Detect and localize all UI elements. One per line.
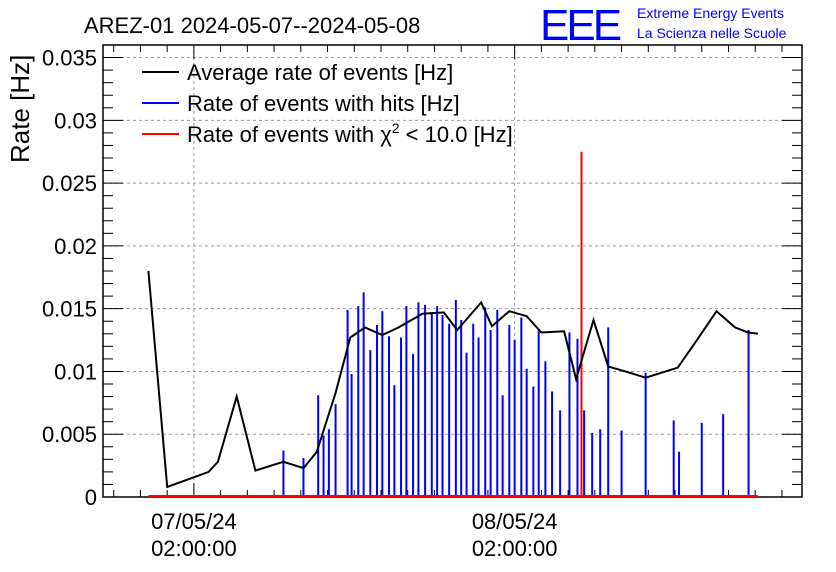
brand-line-1: Extreme Energy Events bbox=[637, 5, 784, 21]
legend: Average rate of events [Hz] Rate of even… bbox=[142, 60, 513, 147]
eee-logo: EEE bbox=[540, 1, 621, 50]
y-tick-label: 0.035 bbox=[42, 46, 97, 71]
legend-label-average: Average rate of events [Hz] bbox=[187, 60, 453, 85]
axis-ticks: 0 0.005 0.01 0.015 0.02 0.025 0.03 0.035 07/05/2… bbox=[42, 45, 802, 561]
y-tick-label: 0.03 bbox=[54, 108, 97, 133]
y-axis-label: Rate [Hz] bbox=[5, 55, 35, 163]
x-tick-date-label: 08/05/24 bbox=[472, 509, 558, 534]
series-hits bbox=[282, 292, 750, 497]
legend-label-chi2: Rate of events with χ2 < 10.0 [Hz] bbox=[187, 120, 513, 147]
legend-chi2-main: Rate of events with χ bbox=[187, 122, 392, 147]
y-tick-label: 0.02 bbox=[54, 234, 97, 259]
x-tick-time-label: 02:00:00 bbox=[472, 536, 558, 561]
legend-chi2-sup: 2 bbox=[392, 120, 400, 136]
brand-line-2: La Scienza nelle Scuole bbox=[637, 25, 787, 41]
x-tick-time-label: 02:00:00 bbox=[151, 536, 237, 561]
y-tick-label: 0.01 bbox=[54, 359, 97, 384]
series-marks bbox=[147, 151, 759, 497]
series-chi2 bbox=[148, 151, 758, 497]
y-tick-label: 0.015 bbox=[42, 297, 97, 322]
y-tick-label: 0 bbox=[85, 485, 97, 510]
legend-label-hits: Rate of events with hits [Hz] bbox=[187, 91, 460, 116]
chart-title: AREZ-01 2024-05-07--2024-05-08 bbox=[84, 13, 420, 38]
grid-lines bbox=[103, 45, 802, 497]
legend-chi2-tail: < 10.0 [Hz] bbox=[400, 122, 513, 147]
y-tick-label: 0.005 bbox=[42, 422, 97, 447]
x-tick-date-label: 07/05/24 bbox=[151, 509, 237, 534]
average-rate-line bbox=[147, 270, 759, 489]
y-tick-label: 0.025 bbox=[42, 171, 97, 196]
